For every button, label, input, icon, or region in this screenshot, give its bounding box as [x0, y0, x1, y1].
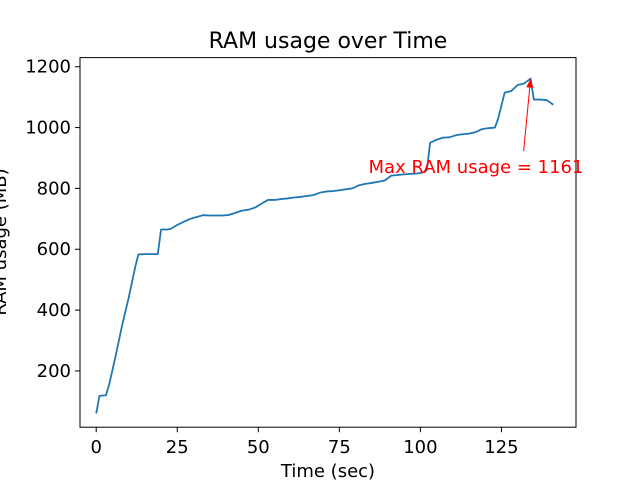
- max-annotation: Max RAM usage = 1161: [369, 78, 584, 178]
- x-tick-label: 50: [247, 437, 270, 458]
- plot-frame: [79, 57, 577, 428]
- y-tick-label: 600: [37, 239, 71, 260]
- annotation-text: Max RAM usage = 1161: [369, 157, 584, 178]
- axis-ticks: 0 25 50 75 100 125 200 400 600 800 1000 1200: [25, 57, 518, 458]
- x-tick-label: 0: [90, 437, 101, 458]
- x-axis-label: Time (sec): [280, 461, 375, 480]
- x-tick-label: 25: [166, 437, 189, 458]
- x-tick-label: 125: [484, 437, 518, 458]
- y-tick-label: 200: [37, 361, 71, 382]
- series-line-0: [95, 77, 554, 414]
- chart-title: RAM usage over Time: [209, 29, 448, 54]
- annotation-arrow-line: [523, 87, 531, 152]
- y-tick-label: 400: [37, 300, 71, 321]
- x-tick-label: 75: [328, 437, 351, 458]
- y-tick-label: 800: [37, 178, 71, 199]
- y-tick-label: 1200: [25, 57, 71, 78]
- plot-content: [95, 77, 554, 414]
- y-tick-label: 1000: [25, 118, 71, 139]
- y-axis-label: RAM usage (MB): [0, 168, 11, 315]
- annotation-arrow-head: [526, 78, 534, 88]
- x-tick-label: 100: [403, 437, 437, 458]
